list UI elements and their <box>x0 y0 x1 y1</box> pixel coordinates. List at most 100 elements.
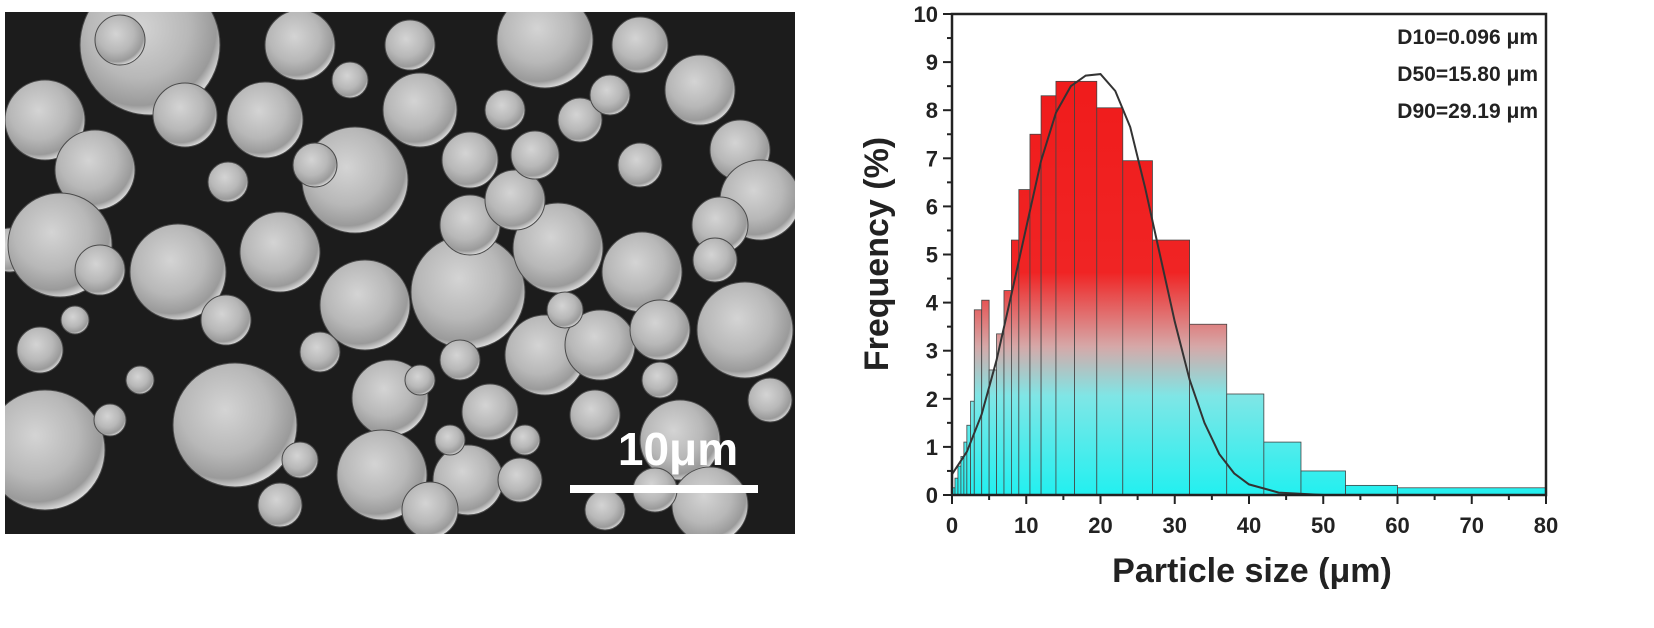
sem-micrograph: 10μm <box>5 12 795 534</box>
powder-particle <box>510 130 560 180</box>
powder-particle <box>484 89 526 131</box>
powder-particle <box>496 12 594 89</box>
y-tick-label: 10 <box>914 2 938 27</box>
distribution-stats: D10=0.096 μm D50=15.80 μm D90=29.19 μm <box>1397 26 1538 123</box>
x-axis-title: Particle size (μm) <box>1112 552 1392 590</box>
histogram-bar <box>1122 160 1153 496</box>
powder-particle <box>461 383 519 441</box>
distribution-fit-curve <box>951 73 1546 496</box>
powder-particle <box>404 364 436 396</box>
powder-particle <box>441 131 499 189</box>
histogram-bar <box>970 400 975 496</box>
powder-particle <box>281 441 319 479</box>
histogram-bar <box>988 369 997 496</box>
powder-particle <box>617 142 663 188</box>
y-tick-label: 6 <box>926 194 938 219</box>
powder-particle <box>5 79 86 161</box>
x-tick-label: 0 <box>946 513 958 538</box>
powder-particle <box>569 389 621 441</box>
powder-particle <box>200 294 252 346</box>
powder-particle <box>331 61 369 99</box>
histogram-bar <box>963 441 968 496</box>
y-axis-ticks: 0 1 2 3 4 5 6 7 8 9 10 <box>914 2 952 508</box>
histogram-bar <box>1096 107 1124 496</box>
powder-particle <box>601 231 683 313</box>
powder-particle <box>5 389 106 511</box>
powder-particle <box>584 489 626 531</box>
powder-particle <box>264 12 336 81</box>
histogram-bar <box>966 424 971 496</box>
x-axis-ticks: 0 10 20 30 40 50 60 70 80 <box>946 495 1558 538</box>
powder-particle <box>401 481 459 534</box>
powder-particle <box>589 74 631 116</box>
powder-particle <box>497 457 543 503</box>
histogram-bar <box>1055 80 1075 496</box>
powder-particle <box>747 377 793 423</box>
powder-particle <box>226 81 304 159</box>
histogram-bar <box>957 465 962 496</box>
powder-particle <box>257 482 303 528</box>
histogram-bar <box>1074 80 1098 496</box>
particle-size-chart: 0 10 20 30 40 50 60 70 80 0 1 2 3 4 5 6 7 8 9 10 Particle … <box>858 2 1558 590</box>
powder-particle <box>641 361 679 399</box>
y-axis-title: Frequency (%) <box>858 137 896 371</box>
histogram-bar <box>1226 393 1265 496</box>
stat-d10: D10=0.096 μm <box>1397 26 1538 49</box>
powder-particle <box>74 244 126 296</box>
histogram-bar <box>1263 441 1302 496</box>
x-tick-label: 30 <box>1163 513 1187 538</box>
y-tick-label: 0 <box>926 483 938 508</box>
histogram-bar <box>1152 239 1190 496</box>
histogram-bars <box>951 80 1547 496</box>
powder-particle <box>94 14 146 66</box>
x-tick-label: 60 <box>1385 513 1409 538</box>
powder-particle <box>382 72 458 148</box>
powder-particle <box>384 19 436 71</box>
powder-particle <box>16 326 64 374</box>
powder-particle <box>299 331 341 373</box>
histogram-bar <box>1345 484 1398 496</box>
x-tick-label: 10 <box>1014 513 1038 538</box>
powder-particle <box>207 161 249 203</box>
powder-particle <box>692 237 738 283</box>
stat-d90: D90=29.19 μm <box>1397 100 1538 123</box>
powder-particle <box>172 362 298 488</box>
y-tick-label: 8 <box>926 98 938 123</box>
x-tick-label: 70 <box>1460 513 1484 538</box>
stat-d50: D50=15.80 μm <box>1397 63 1538 86</box>
histogram-bar <box>973 309 983 496</box>
powder-particle <box>60 305 90 335</box>
y-tick-label: 7 <box>926 146 938 171</box>
y-tick-label: 1 <box>926 435 938 460</box>
powder-particle <box>664 54 736 126</box>
powder-particles <box>5 12 795 534</box>
powder-particle <box>292 142 338 188</box>
histogram-bar <box>954 477 959 496</box>
powder-particle <box>439 339 481 381</box>
powder-particle <box>546 291 584 329</box>
x-tick-label: 20 <box>1088 513 1112 538</box>
powder-particle <box>696 281 794 379</box>
powder-particle <box>639 399 721 481</box>
powder-particle <box>125 365 155 395</box>
histogram-bar <box>1189 323 1228 496</box>
powder-particle <box>93 403 127 437</box>
y-tick-label: 5 <box>926 243 938 268</box>
x-tick-label: 80 <box>1534 513 1558 538</box>
x-tick-label: 50 <box>1311 513 1335 538</box>
y-tick-label: 4 <box>926 291 939 316</box>
powder-particle <box>611 16 669 74</box>
powder-particle <box>557 97 603 143</box>
powder-particle <box>152 82 218 148</box>
powder-particle <box>671 466 749 534</box>
y-tick-label: 9 <box>926 50 938 75</box>
powder-particle <box>484 169 546 231</box>
powder-particle <box>629 299 691 361</box>
x-tick-label: 40 <box>1237 513 1261 538</box>
histogram-bar <box>960 456 965 496</box>
y-tick-label: 2 <box>926 387 938 412</box>
histogram-bar <box>1300 470 1346 496</box>
powder-particle <box>434 424 466 456</box>
y-tick-label: 3 <box>926 339 938 364</box>
